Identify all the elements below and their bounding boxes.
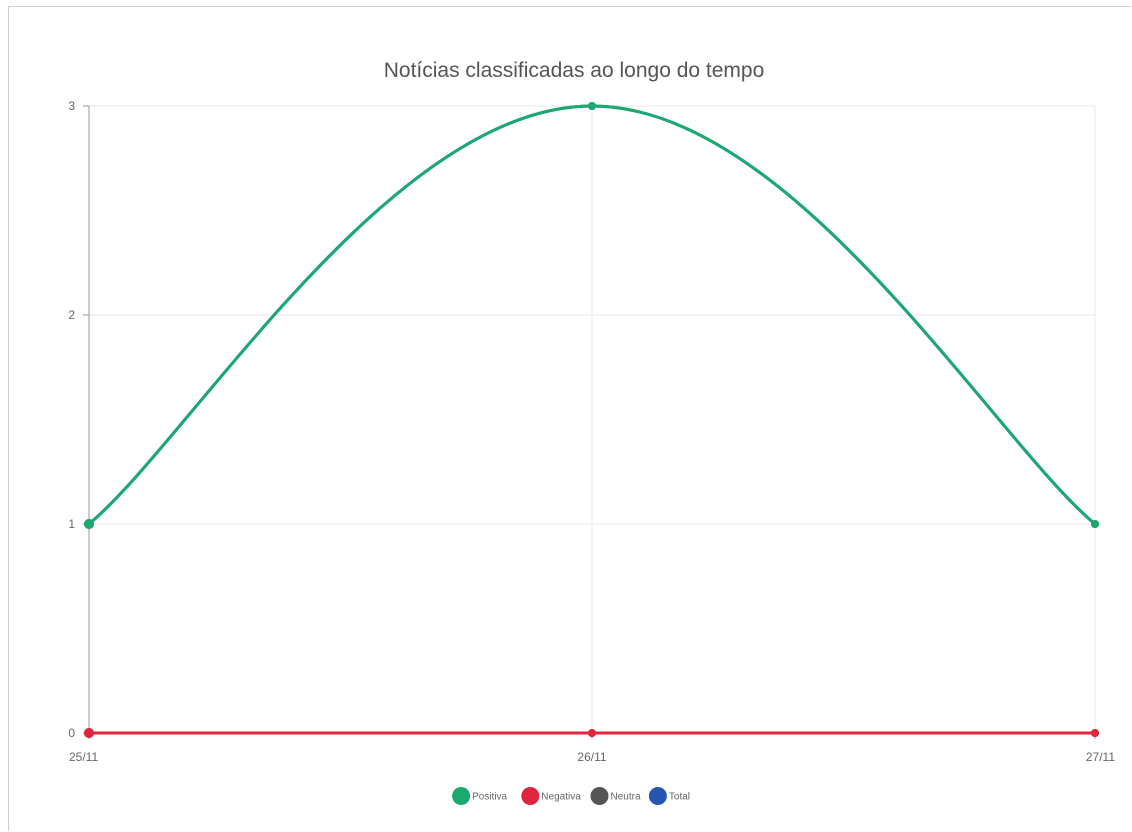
grid [88,105,1096,734]
y-tick-label: 1 [68,517,75,531]
legend-swatch [452,787,471,805]
legend-label: Total [669,792,690,803]
x-tick-label: 26/11 [577,750,606,764]
chart-frame [8,6,1131,831]
legend-item-total[interactable]: Total [648,787,690,805]
legend-item-negativa[interactable]: Negativa [521,787,581,805]
x-tick-label: 27/11 [1086,750,1115,764]
data-point-negativa[interactable] [84,728,94,738]
y-tick-label: 0 [68,726,75,740]
legend-swatch [648,787,667,805]
data-point-positiva[interactable] [1091,520,1099,528]
data-point-positiva[interactable] [588,102,596,110]
y-tick-label: 3 [68,99,75,113]
legend-label: Neutra [611,792,641,803]
x-tick-label: 25/11 [69,750,98,764]
data-point-negativa[interactable] [1091,729,1099,737]
series-layer [84,102,1099,738]
series-positiva [84,102,1099,529]
legend-item-neutra[interactable]: Neutra [590,787,641,805]
legend: Positiva Negativa Neutra Total [452,787,690,805]
chart-title: Notícias classificadas ao longo do tempo [384,59,765,82]
data-point-positiva[interactable] [84,519,94,529]
legend-item-positiva[interactable]: Positiva [452,787,508,805]
y-tick-label: 2 [68,308,75,322]
data-point-negativa[interactable] [588,729,596,737]
legend-swatch [590,787,609,805]
legend-label: Negativa [541,792,581,803]
legend-label: Positiva [472,792,507,803]
series-negativa [84,728,1099,738]
legend-swatch [521,787,540,805]
